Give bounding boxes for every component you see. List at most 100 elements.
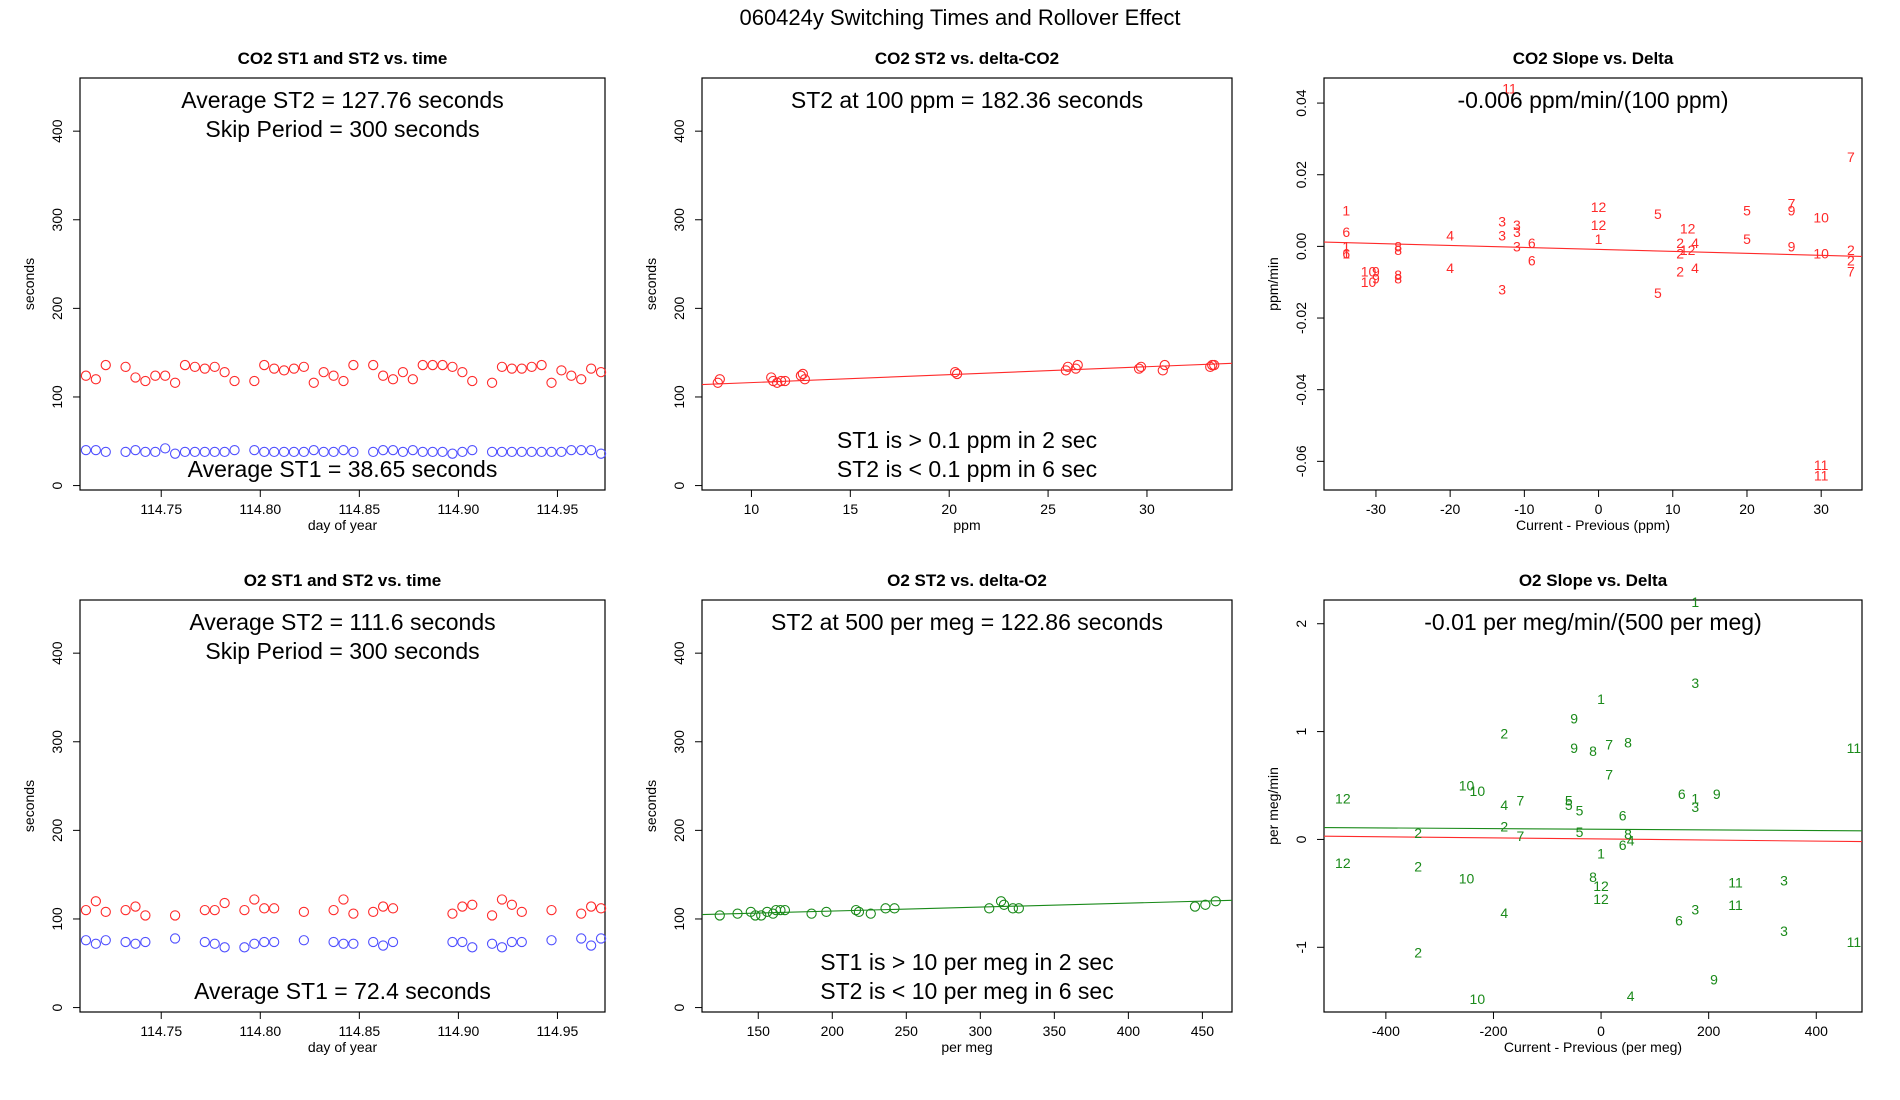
figure-title: 060424y Switching Times and Rollover Eff… (739, 5, 1180, 30)
x-tick-label: 30 (1813, 501, 1829, 517)
x-axis-label: ppm (953, 517, 980, 533)
data-point-label: 3 (1691, 902, 1699, 918)
data-point-st1 (437, 446, 448, 458)
y-tick-label: 2 (1293, 620, 1309, 628)
data-point-st2 (1007, 903, 1019, 914)
plot-frame (1323, 77, 1863, 491)
panel-p3: CO2 Slope vs. Delta -30 -20 -10 0 10 20 30 -0.06… (1265, 49, 1863, 533)
x-tick-label: 300 (969, 1023, 993, 1039)
y-tick-label: -1 (1293, 941, 1309, 954)
data-point-st1 (457, 446, 468, 458)
x-tick-label: 0 (1597, 1023, 1605, 1039)
x-tick-label: 114.80 (239, 1023, 281, 1039)
data-point-st1 (249, 444, 260, 456)
data-point-label: 9 (1713, 786, 1721, 802)
data-point-st1 (368, 936, 379, 948)
data-point-st1 (368, 446, 379, 458)
data-point-st2 (338, 894, 349, 905)
data-point-label: 11 (1814, 468, 1829, 484)
data-point-st1 (536, 446, 547, 458)
data-point-label: 8 (1624, 826, 1632, 842)
annotation: Skip Period = 300 seconds (205, 116, 479, 142)
data-point-label: 8 (1589, 743, 1597, 759)
data-point-st2 (1072, 359, 1083, 371)
data-point-st2 (880, 903, 891, 914)
data-point-label: 11 (1814, 457, 1829, 473)
data-point-st2 (516, 906, 527, 918)
data-point-st1 (140, 446, 151, 458)
data-point-label: 4 (1500, 797, 1508, 813)
annotation: Skip Period = 300 seconds (205, 638, 479, 664)
data-point-st1 (496, 446, 508, 458)
data-point-st2 (199, 904, 210, 916)
plot-frame (701, 77, 1233, 491)
data-point-st1 (318, 446, 329, 458)
data-point-label: 6 (1675, 912, 1683, 928)
annotation: ST1 is > 10 per meg in 2 sec (820, 949, 1113, 975)
data-point-st1 (179, 446, 191, 458)
data-point-st2 (249, 894, 260, 905)
data-point-st1 (80, 444, 92, 456)
data-point-label: 12 (1335, 790, 1351, 806)
data-point-st2 (348, 908, 359, 919)
data-point-st1 (209, 938, 220, 949)
data-point-st2 (100, 359, 111, 371)
y-tick-label: 400 (671, 641, 687, 665)
data-point-st2 (496, 894, 508, 905)
data-point-label: 2 (1676, 263, 1684, 279)
data-point-label: 1 (1597, 845, 1605, 861)
data-point-st2 (169, 910, 181, 921)
x-tick-label: -30 (1366, 501, 1386, 517)
data-point-st1 (486, 938, 498, 949)
data-point-st2 (714, 374, 725, 385)
data-point-label: 9 (1788, 238, 1796, 254)
data-point-st2 (179, 359, 191, 371)
data-point-label: 9 (1788, 203, 1796, 219)
data-point-st2 (219, 367, 230, 378)
data-point-st2 (775, 375, 787, 387)
data-point-st2 (775, 904, 786, 916)
data-point-st2 (417, 359, 428, 371)
plot-frame (79, 599, 606, 1013)
data-point-st1 (169, 448, 181, 459)
data-point-st2 (140, 910, 151, 921)
data-point-label: 8 (1589, 869, 1597, 885)
fit-line-red (1323, 241, 1863, 257)
data-point-label: 3 (1498, 281, 1506, 297)
data-point-label: 4 (1627, 988, 1635, 1004)
x-tick-label: 114.90 (438, 1023, 480, 1039)
data-point-label: 9 (1570, 711, 1578, 727)
data-point-st2 (407, 374, 418, 385)
x-tick-label: 400 (1805, 1023, 1829, 1039)
x-tick-label: 150 (747, 1023, 771, 1039)
data-point-st2 (889, 903, 900, 914)
plot-frame (79, 77, 606, 491)
data-point-label: 6 (1342, 224, 1350, 240)
data-point-st1 (348, 938, 359, 949)
data-point-label: 2 (1414, 858, 1422, 874)
data-point-st1 (278, 446, 290, 458)
panel-title: CO2 Slope vs. Delta (1513, 49, 1674, 68)
plot-frame (701, 599, 1233, 1013)
x-tick-label: 114.75 (140, 501, 182, 517)
data-point-st1 (130, 938, 141, 949)
panel-title: O2 ST1 and ST2 vs. time (244, 571, 441, 590)
data-point-label: 7 (1847, 149, 1855, 165)
data-point-st2 (328, 904, 339, 916)
data-point-st2 (259, 359, 270, 371)
x-tick-label: 114.95 (537, 501, 579, 517)
y-axis-label: seconds (21, 258, 37, 310)
data-point-st1 (199, 446, 210, 458)
data-point-label: 11 (1502, 81, 1517, 97)
data-point-st1 (566, 444, 577, 456)
data-point-st1 (229, 444, 240, 456)
data-point-st2 (397, 367, 409, 378)
data-point-st2 (506, 899, 518, 910)
data-point-st1 (526, 446, 537, 458)
data-point-st2 (779, 904, 791, 916)
data-point-label: 11 (1847, 740, 1862, 756)
data-point-label: 5 (1743, 203, 1751, 219)
panel-title: CO2 ST2 vs. delta-CO2 (875, 49, 1059, 68)
